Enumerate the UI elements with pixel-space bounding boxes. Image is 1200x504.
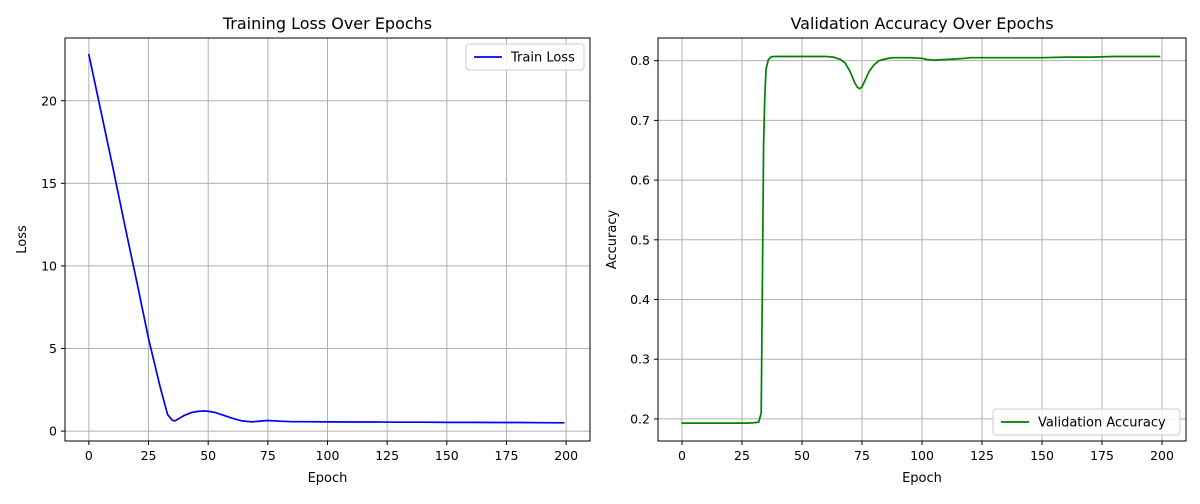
legend: Validation Accuracy (992, 408, 1181, 436)
x-axis-label: Epoch (902, 471, 942, 486)
y-tick-label: 0 (49, 424, 57, 439)
chart-title: Validation Accuracy Over Epochs (790, 14, 1053, 33)
x-tick-label: 125 (375, 448, 399, 463)
x-tick-label: 200 (554, 448, 578, 463)
y-axis-label: Accuracy (605, 210, 620, 270)
x-tick-label: 0 (678, 448, 686, 463)
x-tick-label: 150 (1030, 448, 1054, 463)
y-tick-label: 0.4 (630, 292, 650, 307)
legend-box (465, 43, 585, 71)
subplot-2: 0 25 50 75 100 125 150 175 200 0.2 0.3 0.4 0.5 0.6 0.7… (605, 14, 1187, 486)
x-tick-label: 125 (970, 448, 994, 463)
x-tick-label: 175 (1090, 448, 1114, 463)
series-line-1 (681, 55, 1161, 424)
legend-label: Validation Accuracy (1038, 416, 1166, 431)
x-tick-label: 175 (495, 448, 519, 463)
x-tick-label: 75 (854, 448, 870, 463)
y-tick-label: 10 (41, 258, 57, 273)
chart-title: Training Loss Over Epochs (222, 14, 432, 33)
y-tick-label: 5 (49, 341, 57, 356)
legend: Train Loss (465, 43, 585, 71)
y-tick-label: 0.2 (630, 411, 650, 426)
y-tick-label: 0.7 (630, 113, 650, 128)
x-tick-label: 50 (794, 448, 810, 463)
x-axis-label: Epoch (308, 471, 348, 486)
series-line-1 (88, 53, 565, 424)
y-tick-label: 15 (41, 176, 57, 191)
x-tick-label: 75 (260, 448, 276, 463)
y-tick-label: 0.3 (630, 352, 650, 367)
x-tick-label: 100 (910, 448, 934, 463)
x-tick-label: 100 (316, 448, 340, 463)
y-tick-label: 20 (41, 93, 57, 108)
legend-box (992, 408, 1181, 436)
subplot-1: 0 25 50 75 100 125 150 175 200 0 5 10 15 20 Training L… (15, 14, 591, 486)
y-tick-label: 0.6 (630, 173, 650, 188)
legend-label: Train Loss (510, 51, 575, 66)
y-axis-label: Loss (15, 225, 30, 254)
x-tick-label: 0 (85, 448, 93, 463)
x-tick-label: 200 (1150, 448, 1174, 463)
x-tick-label: 150 (435, 448, 459, 463)
y-tick-label: 0.8 (630, 53, 650, 68)
x-tick-label: 50 (200, 448, 216, 463)
x-tick-label: 25 (734, 448, 750, 463)
y-tick-label: 0.5 (630, 232, 650, 247)
x-tick-label: 25 (141, 448, 157, 463)
